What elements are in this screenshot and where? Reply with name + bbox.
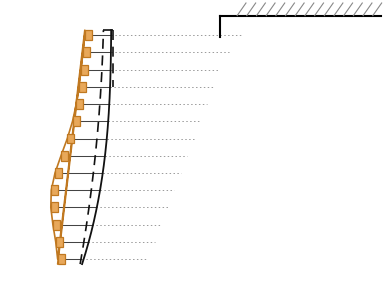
Bar — [72, 116, 79, 126]
Bar — [56, 237, 63, 247]
Bar — [81, 65, 88, 75]
Bar — [53, 220, 60, 230]
Bar — [58, 254, 65, 264]
Bar — [76, 99, 83, 109]
Bar — [51, 202, 58, 213]
Bar — [55, 168, 62, 178]
Bar — [51, 185, 58, 195]
Bar — [83, 48, 90, 57]
Bar — [85, 30, 92, 40]
Bar — [67, 134, 74, 143]
Bar — [79, 82, 86, 92]
Bar — [61, 151, 68, 161]
